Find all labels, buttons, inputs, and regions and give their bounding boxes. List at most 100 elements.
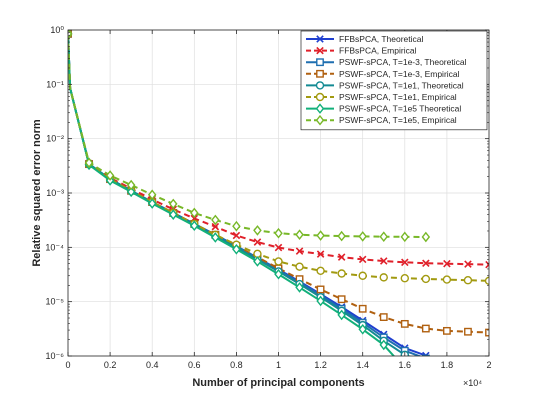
legend-entry: PSWF-sPCA, T=1e1, Theoretical	[306, 80, 464, 90]
legend-label: FFBsPCA, Theoretical	[339, 34, 424, 44]
legend-label: PSWF-sPCA, T=1e1, Theoretical	[339, 80, 464, 90]
legend-swatch-marker	[315, 114, 325, 126]
data-point	[316, 295, 325, 307]
x-tick-label: 0.6	[188, 360, 201, 370]
data-point	[421, 231, 431, 243]
data-point	[274, 268, 283, 280]
data-point	[274, 243, 283, 252]
legend-swatch-marker	[315, 92, 325, 102]
legend-entry: PSWF-sPCA, T=1e5 Theoretical	[306, 103, 461, 114]
legend-label: PSWF-sPCA, T=1e-3, Empirical	[339, 69, 460, 79]
data-point	[168, 198, 178, 210]
legend-swatch-marker	[315, 81, 325, 90]
data-point	[358, 304, 367, 313]
legend-label: PSWF-sPCA, T=1e1, Empirical	[339, 92, 457, 102]
series-8	[68, 30, 431, 243]
series-line	[68, 33, 396, 356]
data-point	[379, 231, 389, 243]
data-point	[421, 274, 431, 284]
legend-box	[300, 30, 488, 131]
data-point	[316, 250, 325, 258]
legend-label: PSWF-sPCA, T=1e-3, Theoretical	[339, 57, 467, 67]
data-point	[421, 324, 430, 333]
data-point	[379, 339, 389, 351]
data-point	[126, 179, 136, 191]
data-point	[105, 170, 115, 181]
data-point	[379, 257, 388, 265]
legend-swatch-marker	[315, 103, 325, 114]
data-point	[232, 220, 241, 232]
data-point	[443, 259, 451, 268]
data-point	[253, 225, 262, 236]
legend-entry: PSWF-sPCA, T=1e-3, Theoretical	[306, 57, 467, 67]
data-point	[337, 295, 346, 304]
data-point	[358, 255, 367, 264]
data-point	[464, 327, 472, 336]
series-line	[68, 33, 489, 282]
data-point	[400, 274, 409, 283]
x-tick-label: 1.6	[399, 360, 412, 370]
legend-label: PSWF-sPCA, T=1e5 Theoretical	[339, 104, 461, 114]
y-axis-title: Relative squared error norm	[31, 119, 43, 267]
x-tick-label: 0.2	[104, 360, 117, 370]
data-point	[126, 186, 136, 198]
data-point	[401, 258, 409, 267]
data-point	[358, 231, 367, 242]
data-point	[358, 271, 367, 280]
x-tick-label: 1	[276, 360, 281, 370]
x-tick-label: 1.8	[441, 360, 454, 370]
y-tick-label: 10⁻¹	[46, 79, 64, 89]
legend-swatch-marker	[316, 35, 324, 43]
x-tick-label: 0.4	[146, 360, 159, 370]
data-point	[400, 231, 410, 243]
data-point	[147, 189, 157, 201]
series-layer	[68, 30, 489, 356]
x-tick-label: 1.4	[356, 360, 369, 370]
data-point	[379, 273, 388, 282]
data-point	[190, 220, 199, 232]
data-point	[68, 30, 73, 40]
data-point	[379, 313, 388, 321]
data-point	[190, 207, 199, 219]
data-point	[295, 247, 304, 255]
legend-entry: PSWF-sPCA, T=1e5, Empirical	[306, 114, 457, 126]
legend-label: FFBsPCA, Empirical	[339, 46, 417, 56]
data-point	[295, 262, 304, 271]
x-tick-label: 1.2	[314, 360, 327, 370]
y-tick-label: 10⁰	[50, 25, 64, 35]
data-point	[337, 269, 346, 278]
data-point	[316, 230, 325, 241]
data-point	[464, 260, 472, 268]
data-point	[443, 326, 451, 335]
y-tick-label: 10⁻⁶	[46, 351, 65, 361]
data-point	[358, 323, 367, 335]
data-point	[337, 230, 346, 242]
data-point	[84, 157, 94, 169]
data-point	[295, 282, 304, 293]
legend-entry: FFBsPCA, Theoretical	[306, 34, 424, 44]
data-point	[147, 198, 157, 209]
data-point	[422, 259, 430, 267]
data-point	[211, 214, 220, 226]
x-tick-label: 0.8	[230, 360, 243, 370]
axis-ticks: 0 0.2 0.4 0.6 0.8 1 1.2 1.4 1.6 1.8 2 10⁻⁶ 10⁻⁵ 10⁻⁴ 1…	[45, 25, 491, 370]
y-tick-label: 10⁻³	[46, 188, 64, 198]
data-point	[211, 222, 220, 231]
x-tick-label: 2	[486, 360, 491, 370]
data-point	[211, 232, 220, 243]
y-tick-label: 10⁻⁵	[46, 297, 65, 307]
data-point	[274, 257, 283, 266]
x-axis-title: Number of principal components	[192, 377, 364, 389]
data-point	[253, 238, 262, 246]
data-point	[316, 266, 325, 275]
data-point	[463, 276, 473, 285]
legend-swatch-marker	[316, 58, 324, 67]
data-point	[168, 209, 178, 220]
y-tick-label: 10⁻⁴	[45, 242, 64, 252]
x-multiplier-label: ×10⁴	[463, 378, 482, 388]
legend-entry: PSWF-sPCA, T=1e-3, Empirical	[306, 69, 460, 79]
data-point	[484, 276, 489, 286]
data-point	[485, 260, 489, 269]
